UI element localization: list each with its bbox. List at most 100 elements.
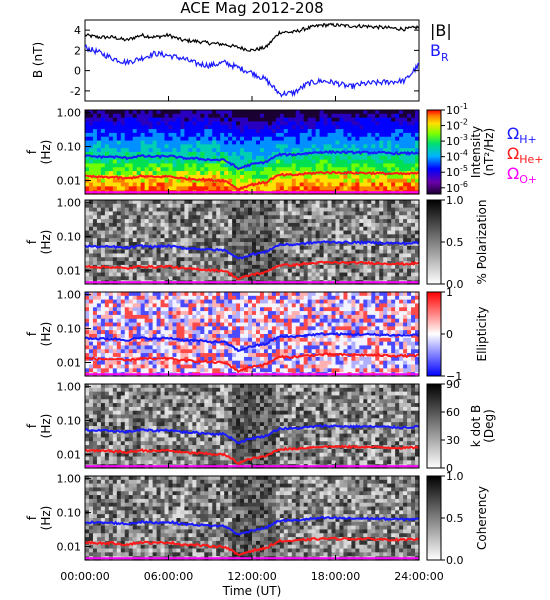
spectrogram-cell bbox=[200, 215, 205, 220]
spectrogram-cell bbox=[359, 144, 364, 149]
spectrogram-cell bbox=[403, 226, 408, 232]
spectrogram-cell bbox=[395, 186, 400, 191]
spectrogram-cell bbox=[359, 159, 364, 165]
spectrogram-cell bbox=[283, 326, 289, 331]
spectrogram-cell bbox=[108, 155, 114, 161]
spectrogram-cell bbox=[100, 307, 106, 312]
spectrogram-cell bbox=[335, 125, 341, 130]
spectrogram-cell bbox=[335, 219, 341, 224]
spectrogram-cell bbox=[359, 186, 364, 191]
spectrogram-cell bbox=[172, 159, 178, 165]
spectrogram-cell bbox=[212, 337, 217, 343]
spectrogram-cell bbox=[327, 117, 333, 123]
spectrogram-cell bbox=[144, 261, 150, 266]
spectrogram-cell bbox=[299, 314, 305, 320]
spectrogram-cell bbox=[85, 245, 90, 251]
spectrogram-cell bbox=[315, 113, 321, 119]
spectrogram-cell bbox=[196, 171, 201, 176]
spectrogram-cell bbox=[112, 314, 118, 320]
spectrogram-cell bbox=[319, 110, 325, 115]
spectrogram-cell bbox=[140, 292, 146, 297]
spectrogram-cell bbox=[248, 148, 253, 153]
spectrogram-cell bbox=[228, 178, 233, 184]
spectrogram-cell bbox=[339, 238, 345, 243]
spectrogram-cell bbox=[283, 148, 289, 153]
spectrogram-cell bbox=[279, 129, 285, 134]
spectrogram-cell bbox=[112, 238, 118, 243]
spectrogram-cell bbox=[232, 200, 237, 205]
spectrogram-cell bbox=[252, 257, 257, 262]
spectrogram-cell bbox=[224, 219, 229, 224]
legend-b-r: BR bbox=[430, 41, 449, 64]
spectrogram-cell bbox=[303, 230, 309, 235]
spectrogram-cell bbox=[200, 311, 205, 316]
spectrogram-cell bbox=[383, 203, 388, 209]
spectrogram-cell bbox=[152, 311, 158, 316]
spectrogram-cell bbox=[224, 253, 229, 258]
spectrogram-cell bbox=[85, 182, 90, 187]
spectrogram-cell bbox=[319, 295, 325, 301]
spectrogram-cell bbox=[311, 272, 317, 277]
spectrogram-cell bbox=[299, 292, 305, 297]
spectrogram-cell bbox=[108, 334, 114, 339]
spectrogram-cell bbox=[415, 110, 420, 115]
spectrogram-cell bbox=[156, 261, 162, 266]
spectrogram-cell bbox=[371, 132, 376, 138]
spectrogram-cell bbox=[212, 163, 217, 168]
spectrogram-cell bbox=[148, 299, 154, 305]
spectrogram-cell bbox=[411, 230, 416, 235]
spectrogram-cell bbox=[232, 234, 237, 239]
spectrogram-cell bbox=[363, 341, 368, 347]
spectrogram-cell bbox=[351, 215, 356, 220]
spectrogram-cell bbox=[379, 299, 384, 305]
spectrogram-cell bbox=[355, 136, 360, 142]
spectrogram-cell bbox=[132, 200, 138, 205]
spectrogram-cell bbox=[192, 230, 197, 235]
spectrogram-cell bbox=[116, 159, 122, 165]
spectrogram-cell bbox=[331, 163, 337, 168]
spectrogram-cell bbox=[160, 182, 166, 187]
spectrogram-cell bbox=[411, 203, 416, 209]
spectrogram-cell bbox=[96, 171, 102, 176]
spectrogram-cell bbox=[156, 307, 162, 312]
spectrogram-cell bbox=[168, 345, 174, 350]
spectrogram-cell bbox=[156, 222, 162, 228]
spectrogram-cell bbox=[160, 155, 166, 161]
spectrogram-cell bbox=[303, 155, 309, 161]
spectrogram-cell bbox=[323, 253, 329, 258]
spectrogram-cell bbox=[299, 159, 305, 165]
spectrogram-cell bbox=[375, 249, 380, 255]
spectrogram-cell bbox=[180, 171, 186, 176]
spectrogram-cell bbox=[112, 242, 118, 247]
spectrogram-cell bbox=[279, 144, 285, 149]
spectrogram-cell bbox=[319, 245, 325, 251]
spectrogram-cell bbox=[347, 264, 353, 270]
spectrogram-cell bbox=[128, 326, 134, 331]
spectrogram-cell bbox=[228, 167, 233, 172]
spectrogram-cell bbox=[343, 167, 349, 172]
spectrogram-cell bbox=[387, 178, 392, 184]
spectrogram-cell bbox=[224, 136, 229, 142]
spectrogram-cell bbox=[100, 322, 106, 327]
spectrogram-cell bbox=[315, 322, 321, 327]
spectrogram-cell bbox=[291, 314, 297, 320]
spectrogram-cell bbox=[363, 148, 368, 153]
spectrogram-cell bbox=[403, 337, 408, 343]
spectrogram-cell bbox=[411, 136, 416, 142]
spectrogram-cell bbox=[92, 303, 98, 308]
spectrogram-cell bbox=[259, 117, 265, 123]
spectrogram-cell bbox=[331, 238, 337, 243]
spectrogram-cell bbox=[252, 264, 257, 270]
spectrogram-cell bbox=[196, 186, 201, 191]
spectrogram-cell bbox=[411, 174, 416, 180]
spectrogram-cell bbox=[85, 249, 90, 255]
spectrogram-cell bbox=[96, 203, 102, 209]
spectrogram-cell bbox=[200, 174, 205, 180]
spectrogram-cell bbox=[359, 334, 364, 339]
spectrogram-cell bbox=[156, 272, 162, 277]
spectrogram-cell bbox=[244, 334, 249, 339]
spectrogram-cell bbox=[164, 272, 170, 277]
spectrogram-cell bbox=[391, 311, 396, 316]
spectrogram-cell bbox=[116, 152, 122, 157]
spectrogram-cell bbox=[160, 113, 166, 119]
